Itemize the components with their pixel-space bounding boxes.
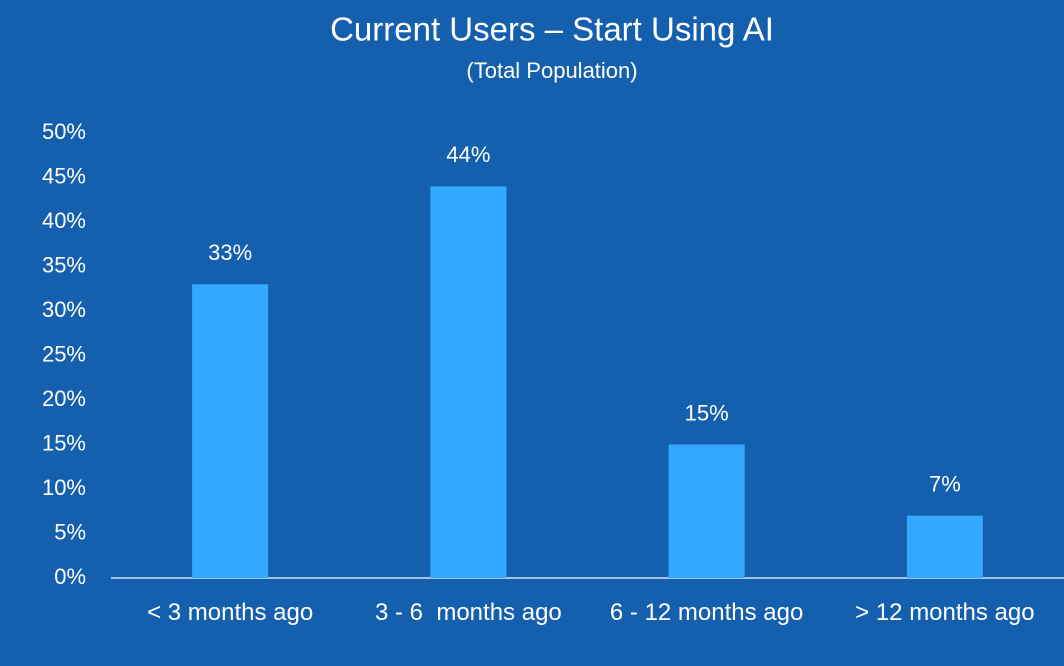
data-label: 7% <box>929 472 961 497</box>
data-label: 15% <box>685 400 729 425</box>
data-label: 44% <box>446 142 490 167</box>
y-tick-label: 0% <box>54 564 86 589</box>
bar <box>192 284 269 578</box>
y-tick-label: 45% <box>42 163 86 188</box>
chart-title: Current Users – Start Using AI <box>330 11 774 48</box>
y-tick-label: 5% <box>54 519 86 544</box>
x-tick-label: 3 - 6 months ago <box>374 599 562 626</box>
y-tick-label: 30% <box>42 297 86 322</box>
x-tick-label: 6 - 12 months ago <box>609 599 804 626</box>
bar <box>906 515 983 578</box>
chart-subtitle: (Total Population) <box>466 58 637 83</box>
y-tick-label: 20% <box>42 386 86 411</box>
y-tick-label: 35% <box>42 252 86 277</box>
y-tick-label: 40% <box>42 208 86 233</box>
x-tick-label: < 3 months ago <box>147 599 314 626</box>
y-tick-label: 50% <box>42 119 86 144</box>
bar <box>430 186 507 578</box>
x-tick-label: > 12 months ago <box>855 599 1035 626</box>
data-label: 33% <box>208 240 252 265</box>
bar <box>668 444 745 578</box>
y-tick-label: 10% <box>42 475 86 500</box>
y-tick-label: 15% <box>42 430 86 455</box>
y-tick-label: 25% <box>42 341 86 366</box>
